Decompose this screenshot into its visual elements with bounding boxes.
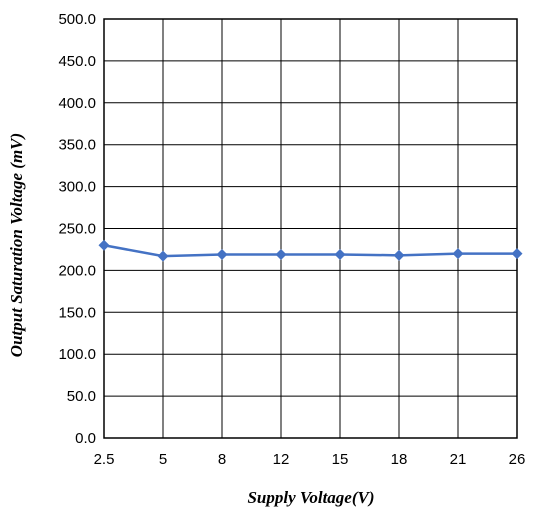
data-point-marker (157, 250, 169, 262)
y-tick-label: 300.0 (58, 179, 96, 196)
y-tick-label: 500.0 (58, 11, 96, 28)
y-tick-label: 350.0 (58, 137, 96, 154)
series-layer (98, 239, 523, 262)
x-tick-label: 2.5 (94, 451, 115, 468)
x-tick-labels: 2.5 5 8 12 15 18 21 26 (94, 451, 526, 468)
x-tick-label: 5 (159, 451, 167, 468)
y-tick-label: 150.0 (58, 304, 96, 321)
data-point-marker (452, 248, 464, 260)
y-tick-label: 0.0 (75, 430, 96, 447)
x-tick-label: 8 (218, 451, 226, 468)
x-tick-label: 15 (332, 451, 349, 468)
y-tick-label: 400.0 (58, 95, 96, 112)
y-tick-label: 50.0 (67, 388, 96, 405)
data-point-marker (334, 248, 346, 260)
x-tick-label: 26 (509, 451, 526, 468)
y-tick-label: 200.0 (58, 262, 96, 279)
y-tick-label: 100.0 (58, 346, 96, 363)
x-tick-label: 12 (273, 451, 290, 468)
data-point-marker (216, 248, 228, 260)
y-tick-label: 450.0 (58, 53, 96, 70)
plot-area-border (103, 18, 518, 439)
x-tick-label: 21 (450, 451, 467, 468)
x-tick-label: 18 (391, 451, 408, 468)
y-tick-label: 250.0 (58, 221, 96, 238)
grid-layer (103, 18, 518, 439)
y-axis-title: Output Saturation Voltage (mV) (7, 133, 26, 357)
x-axis-title: Supply Voltage(V) (247, 488, 374, 507)
data-point-marker (393, 249, 405, 261)
series-line (103, 244, 517, 258)
data-point-marker (275, 248, 287, 260)
data-point-marker (98, 239, 110, 251)
y-tick-labels: 0.0 50.0 100.0 150.0 200.0 250.0 300.0 350.0 400… (58, 11, 96, 447)
data-point-marker (511, 248, 523, 260)
